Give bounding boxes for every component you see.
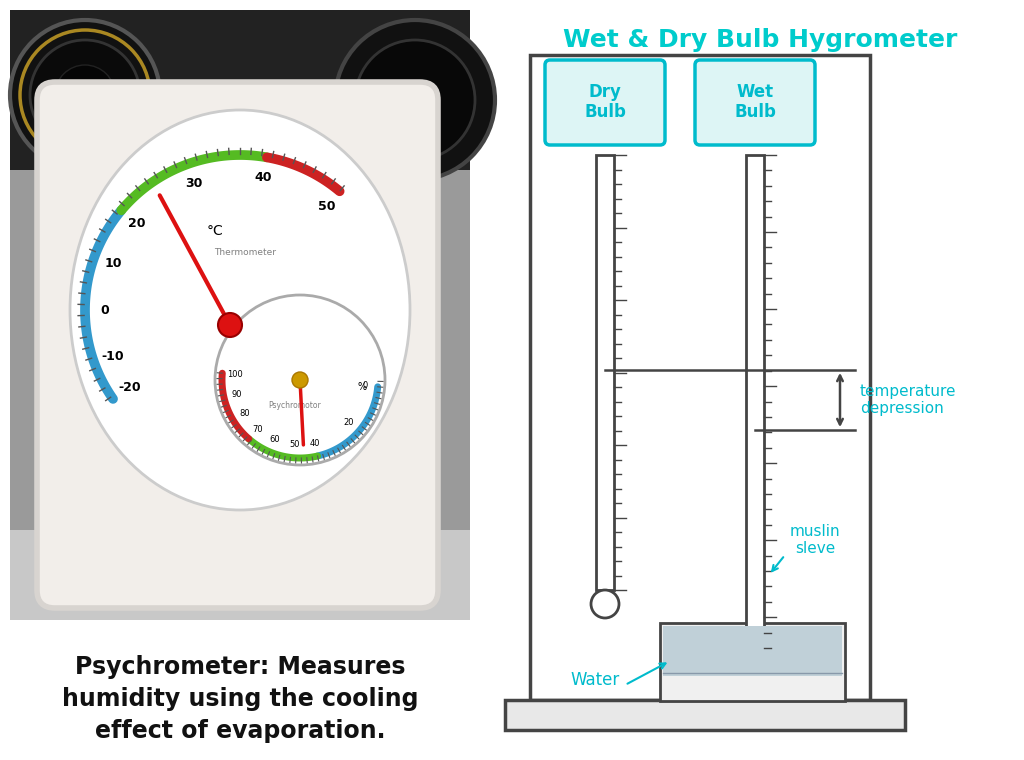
Text: muslin
sleve: muslin sleve [790,524,841,556]
Text: 60: 60 [269,435,280,445]
Circle shape [335,20,495,180]
Ellipse shape [746,641,764,655]
Circle shape [215,295,385,465]
Text: 0: 0 [100,303,110,316]
Text: 20: 20 [128,217,145,230]
Bar [746,155,764,648]
FancyBboxPatch shape [695,60,815,145]
Text: Psychromotor: Psychromotor [268,401,322,410]
Text: 10: 10 [104,258,122,271]
Bar [530,55,870,700]
Circle shape [30,40,140,150]
Text: humidity using the cooling: humidity using the cooling [61,687,418,711]
Text: 20: 20 [344,418,354,427]
Text: 70: 70 [252,425,263,433]
Text: Dry
Bulb: Dry Bulb [584,83,626,122]
Text: temperature
depression: temperature depression [860,384,956,416]
Bar [10,10,470,620]
Text: 30: 30 [185,176,203,190]
Ellipse shape [70,110,410,510]
Text: 50: 50 [318,200,336,213]
Text: Psychrometer: Measures: Psychrometer: Measures [75,655,406,679]
Text: 90: 90 [231,390,242,399]
Text: -10: -10 [101,350,125,363]
Bar [663,626,842,676]
Text: 100: 100 [227,370,243,378]
Text: 40: 40 [255,170,272,184]
Bar [10,530,470,620]
Circle shape [591,590,618,618]
Text: Water: Water [570,671,620,689]
Circle shape [218,313,242,337]
Text: 40: 40 [309,439,319,448]
Circle shape [355,40,475,160]
Text: effect of evaporation.: effect of evaporation. [95,719,385,743]
Bar [660,623,845,701]
Bar [10,10,470,180]
Bar [10,170,470,530]
Text: Wet
Bulb: Wet Bulb [734,83,776,122]
Text: Thermometer: Thermometer [214,248,276,257]
Text: -20: -20 [118,381,140,394]
Text: %: % [357,382,367,392]
Text: Wet & Dry Bulb Hygrometer: Wet & Dry Bulb Hygrometer [563,28,957,52]
Circle shape [55,65,115,125]
FancyBboxPatch shape [37,82,438,608]
Text: 0: 0 [362,382,368,390]
FancyBboxPatch shape [545,60,665,145]
Circle shape [10,20,160,170]
Bar [596,155,614,590]
Text: 80: 80 [239,409,250,418]
Bar [505,700,905,730]
Text: 50: 50 [289,440,300,449]
Circle shape [292,372,308,388]
Text: °C: °C [207,224,223,238]
